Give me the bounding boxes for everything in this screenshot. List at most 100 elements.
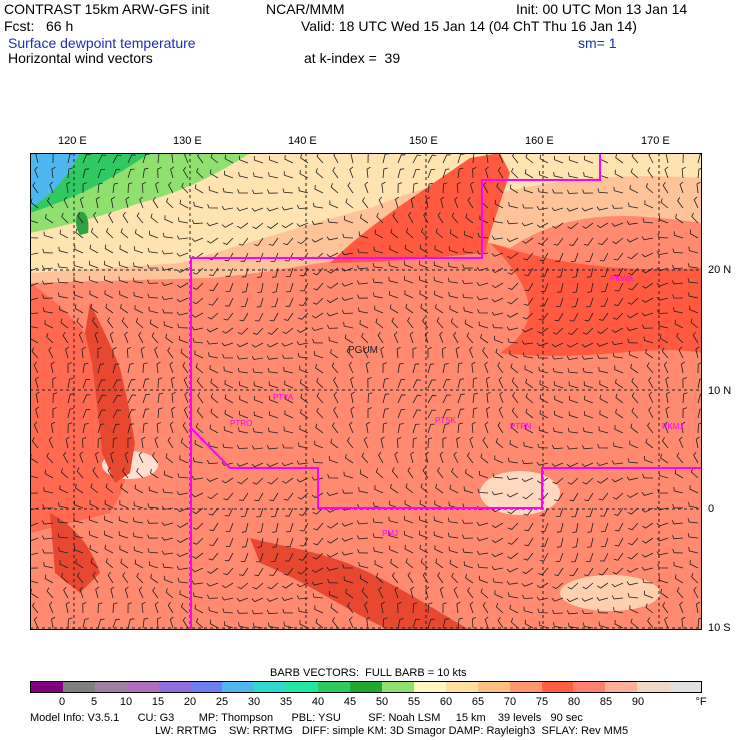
wind-barb [272,282,279,293]
wind-barb [297,492,309,500]
wind-barb [82,602,87,614]
level-label: at k-index = 39 [304,50,401,66]
wind-barb [284,410,294,419]
wind-barb [611,582,624,588]
wind-barb [298,507,309,516]
wind-barb [536,477,549,484]
wind-barb [581,597,594,602]
wind-barb [73,261,84,269]
wind-barb [448,246,459,254]
wind-barb [409,331,414,344]
wind-barb [367,377,372,389]
colorbar-label: 50 [375,696,389,708]
wind-barb [138,586,144,599]
wind-barb [285,507,294,517]
colorbar-label: 25 [215,696,229,708]
wind-barb [688,546,699,554]
wind-barb [251,597,264,603]
colorbar-segment [541,682,574,692]
wind-barb [78,331,84,344]
wind-barb [347,602,354,614]
wind-barb [52,407,57,419]
wind-barb [506,475,519,480]
wind-barb [65,436,70,449]
wind-barb [142,617,149,629]
wind-barb [497,362,504,374]
wind-barb [97,394,107,404]
wind-barb [192,297,204,305]
wind-barb [611,595,624,600]
wind-barb [641,312,654,317]
wind-barb [331,422,339,434]
wind-barb [206,327,219,333]
wind-barb [662,181,669,194]
wind-barb [467,587,474,599]
wind-barb [313,522,324,531]
wind-barb [282,477,294,484]
wind-barb [332,167,339,179]
wind-barb [497,616,504,629]
wind-barb [57,263,69,269]
wind-barb [525,393,534,404]
wind-barb [412,363,420,374]
station-label: PTPN [510,422,532,431]
wind-barb [555,552,564,562]
wind-barb [582,367,594,374]
wind-barb [79,586,84,599]
wind-barb [462,247,474,254]
wind-barb [161,521,174,526]
wind-barb [281,342,294,347]
wind-barb [224,507,234,517]
wind-barb [581,462,594,467]
wind-barb [366,616,371,629]
wind-barb [312,202,324,209]
wind-barb [356,535,369,540]
wind-barb [419,544,429,554]
wind-barb [613,552,624,561]
wind-barb [497,422,504,434]
wind-barb [507,522,519,530]
colorbar-segment [318,682,351,692]
wind-barb [347,182,354,194]
wind-barb [240,252,249,262]
wind-barb [584,312,594,322]
wind-barb [312,297,324,305]
wind-barb [692,331,699,344]
wind-barb [583,411,594,419]
wind-barb [254,237,264,246]
wind-barb [627,338,639,344]
wind-barb [224,252,234,262]
wind-barb [52,377,57,389]
wind-barb [673,561,684,569]
wind-barb [397,379,406,389]
wind-barb [363,346,369,359]
colorbar-label: 15 [151,696,165,708]
wind-barb [127,437,132,449]
wind-barb [357,294,369,299]
wind-barb [328,336,339,344]
colorbar-segment [286,682,319,692]
wind-barb [657,564,669,569]
wind-barb [674,319,684,329]
wind-barb [537,327,549,334]
wind-barb [97,347,102,359]
wind-barb [680,361,685,374]
wind-barb [195,423,204,434]
wind-barb [671,280,684,285]
wind-barb [182,421,189,434]
wind-barb [641,507,654,513]
wind-barb [373,292,384,299]
wind-barb [282,188,294,194]
wind-barb [327,537,339,544]
wind-barb [222,237,234,245]
wind-barb [342,233,354,239]
wind-barb [298,186,309,194]
wind-barb [341,522,354,527]
wind-barb [695,601,701,614]
wind-barb [207,312,219,320]
wind-barb [687,278,699,284]
wind-barb [281,462,294,467]
wind-barb [539,507,549,517]
wind-barb [614,620,624,629]
wind-barb [449,484,459,494]
